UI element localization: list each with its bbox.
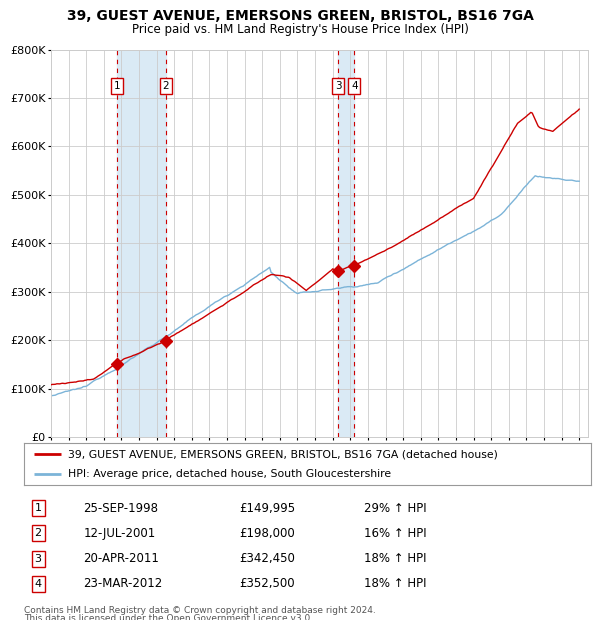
Bar [116, 50, 166, 437]
Text: £352,500: £352,500 [239, 577, 295, 590]
Text: Price paid vs. HM Land Registry's House Price Index (HPI): Price paid vs. HM Land Registry's House … [131, 23, 469, 36]
Text: 2: 2 [35, 528, 42, 538]
Text: 20-APR-2011: 20-APR-2011 [83, 552, 160, 565]
Text: 39, GUEST AVENUE, EMERSONS GREEN, BRISTOL, BS16 7GA: 39, GUEST AVENUE, EMERSONS GREEN, BRISTO… [67, 9, 533, 24]
Text: £342,450: £342,450 [239, 552, 295, 565]
Text: 4: 4 [351, 81, 358, 91]
Text: 12-JUL-2001: 12-JUL-2001 [83, 527, 156, 540]
Text: Contains HM Land Registry data © Crown copyright and database right 2024.: Contains HM Land Registry data © Crown c… [24, 606, 376, 616]
Text: 4: 4 [35, 579, 42, 589]
Text: 1: 1 [35, 503, 41, 513]
Text: 18% ↑ HPI: 18% ↑ HPI [364, 552, 427, 565]
Text: 23-MAR-2012: 23-MAR-2012 [83, 577, 163, 590]
Text: HPI: Average price, detached house, South Gloucestershire: HPI: Average price, detached house, Sout… [68, 469, 391, 479]
Text: 1: 1 [113, 81, 120, 91]
Text: This data is licensed under the Open Government Licence v3.0.: This data is licensed under the Open Gov… [24, 614, 313, 620]
Text: 3: 3 [335, 81, 341, 91]
Text: 2: 2 [163, 81, 169, 91]
Text: 18% ↑ HPI: 18% ↑ HPI [364, 577, 427, 590]
Text: 3: 3 [35, 554, 41, 564]
Text: £149,995: £149,995 [239, 502, 296, 515]
Text: 16% ↑ HPI: 16% ↑ HPI [364, 527, 427, 540]
Text: 25-SEP-1998: 25-SEP-1998 [83, 502, 158, 515]
Text: 39, GUEST AVENUE, EMERSONS GREEN, BRISTOL, BS16 7GA (detached house): 39, GUEST AVENUE, EMERSONS GREEN, BRISTO… [68, 450, 498, 459]
Bar [338, 50, 355, 437]
Text: £198,000: £198,000 [239, 527, 295, 540]
Text: 29% ↑ HPI: 29% ↑ HPI [364, 502, 427, 515]
